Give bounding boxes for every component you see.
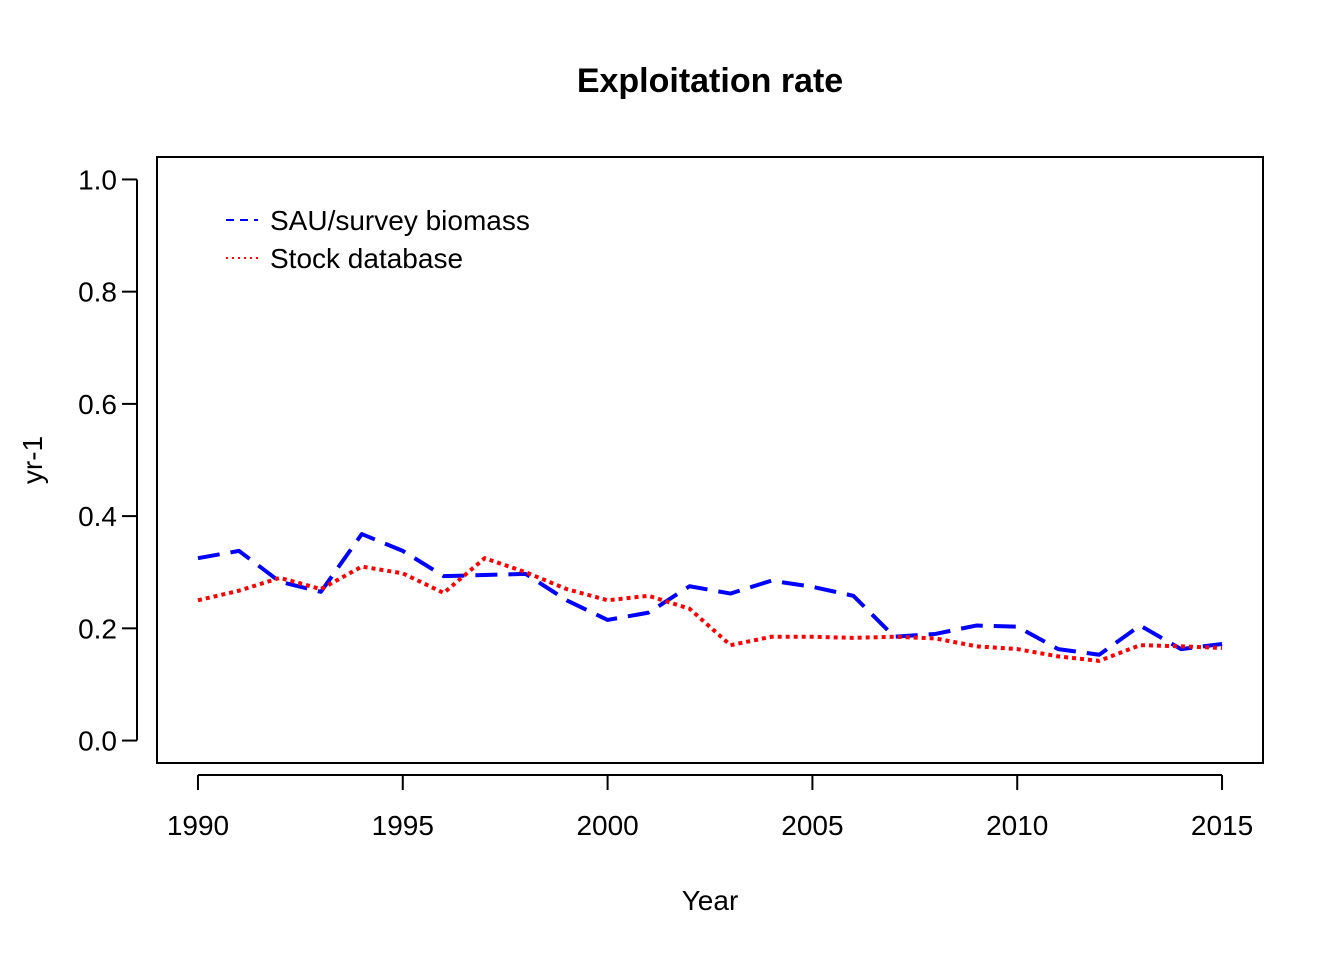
x-tick-label-2015: 2015 <box>1191 810 1253 841</box>
plot-frame <box>156 156 1264 764</box>
y-tick-label-5: 1.0 <box>78 164 117 195</box>
y-tick-label-3: 0.6 <box>78 389 117 420</box>
legend-label-sau-survey-biomass: SAU/survey biomass <box>270 205 530 236</box>
x-axis: 1990 1995 2000 2005 2010 2015 <box>167 774 1253 841</box>
legend: SAU/survey biomass Stock database <box>226 205 530 274</box>
y-tick-label-2: 0.4 <box>78 501 117 532</box>
series-layer <box>197 532 1223 663</box>
x-axis-label: Year <box>682 885 739 916</box>
x-tick-label-1990: 1990 <box>167 810 229 841</box>
y-axis-label: yr-1 <box>17 436 48 484</box>
x-tick-label-2005: 2005 <box>781 810 843 841</box>
chart-title: Exploitation rate <box>577 62 843 100</box>
y-tick-label-0: 0.0 <box>78 726 117 757</box>
y-tick-label-4: 0.8 <box>78 277 117 308</box>
legend-label-stock-database: Stock database <box>270 243 463 274</box>
x-tick-label-2010: 2010 <box>986 810 1048 841</box>
y-tick-label-1: 0.2 <box>78 613 117 644</box>
y-axis: 0.0 0.2 0.4 0.6 0.8 1.0 <box>78 164 138 757</box>
x-tick-label-2000: 2000 <box>576 810 638 841</box>
x-tick-label-1995: 1995 <box>372 810 434 841</box>
series-line-1 <box>197 556 1223 663</box>
series-line-0 <box>197 532 1223 657</box>
